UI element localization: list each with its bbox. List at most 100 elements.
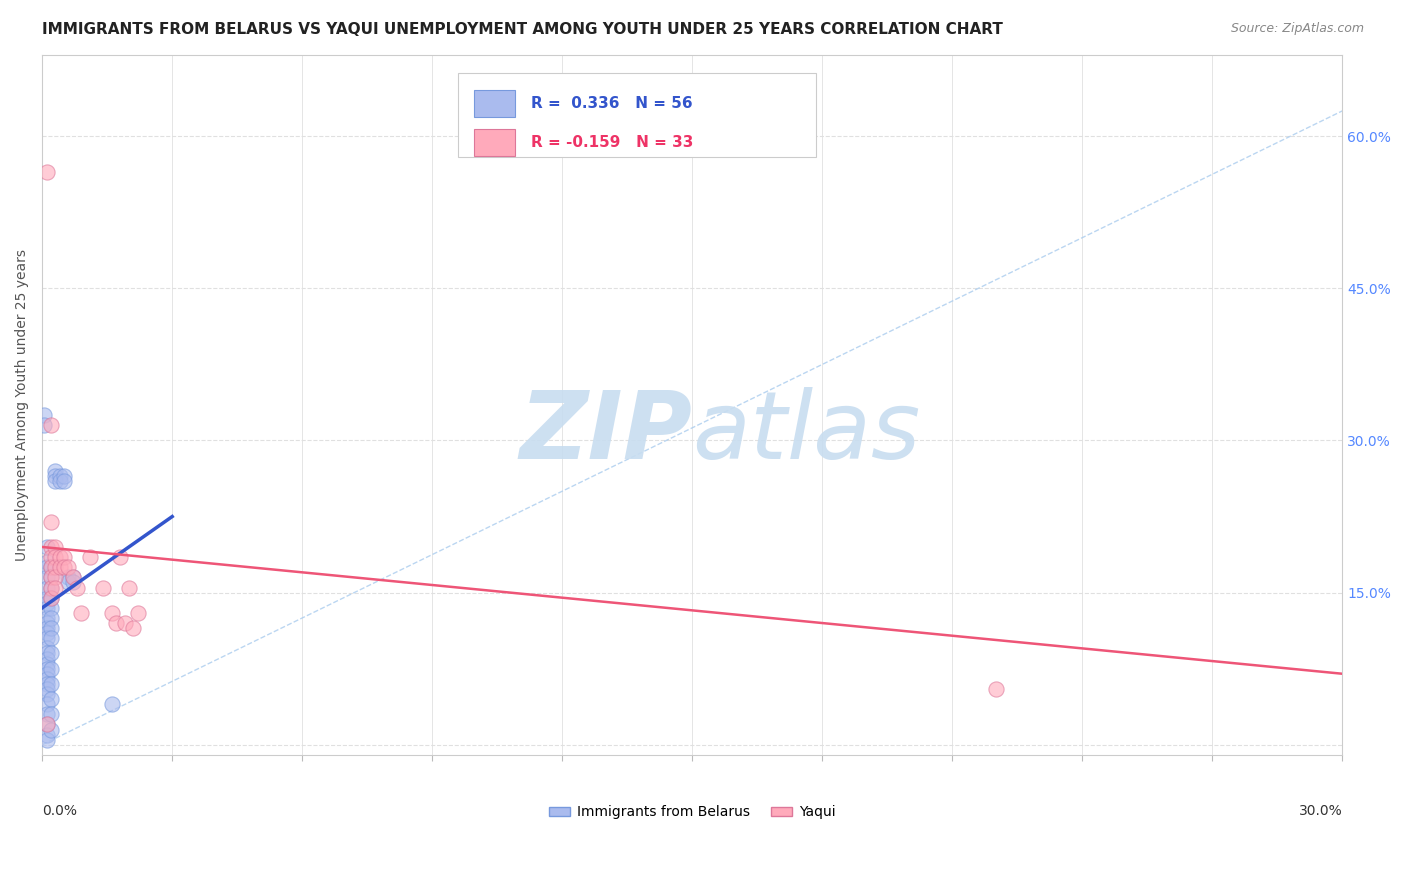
Point [35,626,58,640]
Point [35,717,58,731]
Text: ZIP: ZIP [519,387,692,479]
Point [35,560,58,574]
Point [35,570,58,584]
Point [35,591,58,605]
Point [35,697,58,711]
Text: 0.0%: 0.0% [42,804,77,818]
FancyBboxPatch shape [474,90,516,117]
Text: Source: ZipAtlas.com: Source: ZipAtlas.com [1230,22,1364,36]
FancyBboxPatch shape [474,129,516,156]
Point [35,717,58,731]
Point [62,575,84,590]
Text: atlas: atlas [692,387,921,478]
Point [62,570,84,584]
Point [39,591,62,605]
Point [122,621,145,635]
Point [35,657,58,671]
Point [39,677,62,691]
Point [52,469,75,483]
Point [39,662,62,676]
Point [44,550,66,565]
Point [39,723,62,737]
Point [39,515,62,529]
Point [35,651,58,665]
Text: IMMIGRANTS FROM BELARUS VS YAQUI UNEMPLOYMENT AMONG YOUTH UNDER 25 YEARS CORRELA: IMMIGRANTS FROM BELARUS VS YAQUI UNEMPLO… [42,22,1002,37]
Point [39,707,62,722]
Point [39,550,62,565]
Point [39,570,62,584]
Point [39,560,62,574]
Text: 30.0%: 30.0% [1299,804,1343,818]
Point [44,570,66,584]
Point [44,540,66,554]
FancyBboxPatch shape [458,72,815,157]
Point [100,606,122,620]
Point [35,615,58,630]
Point [34,408,56,422]
Point [58,570,80,584]
Text: R =  0.336   N = 56: R = 0.336 N = 56 [531,96,693,111]
Point [39,632,62,646]
Point [35,707,58,722]
Point [35,596,58,610]
Point [48,550,70,565]
Point [35,621,58,635]
Point [34,418,56,433]
Point [35,555,58,569]
Point [35,600,58,615]
Point [35,681,58,696]
Point [35,728,58,742]
Point [39,581,62,595]
Point [52,560,75,574]
Point [44,469,66,483]
Point [58,575,80,590]
Point [44,474,66,488]
Point [48,560,70,574]
Point [35,647,58,661]
Point [44,581,66,595]
Legend: Immigrants from Belarus, Yaqui: Immigrants from Belarus, Yaqui [544,800,841,825]
Point [39,570,62,584]
Point [35,611,58,625]
Point [104,615,127,630]
Point [35,165,58,179]
Point [39,418,62,433]
Point [35,732,58,747]
Point [127,606,149,620]
Point [39,581,62,595]
Point [35,666,58,681]
Point [35,641,58,656]
Point [52,550,75,565]
Point [100,697,122,711]
Point [35,687,58,701]
Point [108,550,131,565]
Point [52,474,75,488]
Point [79,550,101,565]
Point [39,591,62,605]
Point [35,672,58,686]
Point [39,692,62,706]
Point [91,581,114,595]
Point [114,615,136,630]
Point [44,560,66,574]
Point [66,581,89,595]
Point [70,606,93,620]
Point [35,581,58,595]
Point [58,560,80,574]
Point [35,540,58,554]
Point [35,662,58,676]
Point [35,677,58,691]
Point [44,464,66,478]
Y-axis label: Unemployment Among Youth under 25 years: Unemployment Among Youth under 25 years [15,249,30,561]
Point [39,621,62,635]
Point [984,681,1007,696]
Point [39,560,62,574]
Point [48,469,70,483]
Point [39,647,62,661]
Point [39,540,62,554]
Point [39,611,62,625]
Point [35,632,58,646]
Point [39,600,62,615]
Point [48,474,70,488]
Point [62,570,84,584]
